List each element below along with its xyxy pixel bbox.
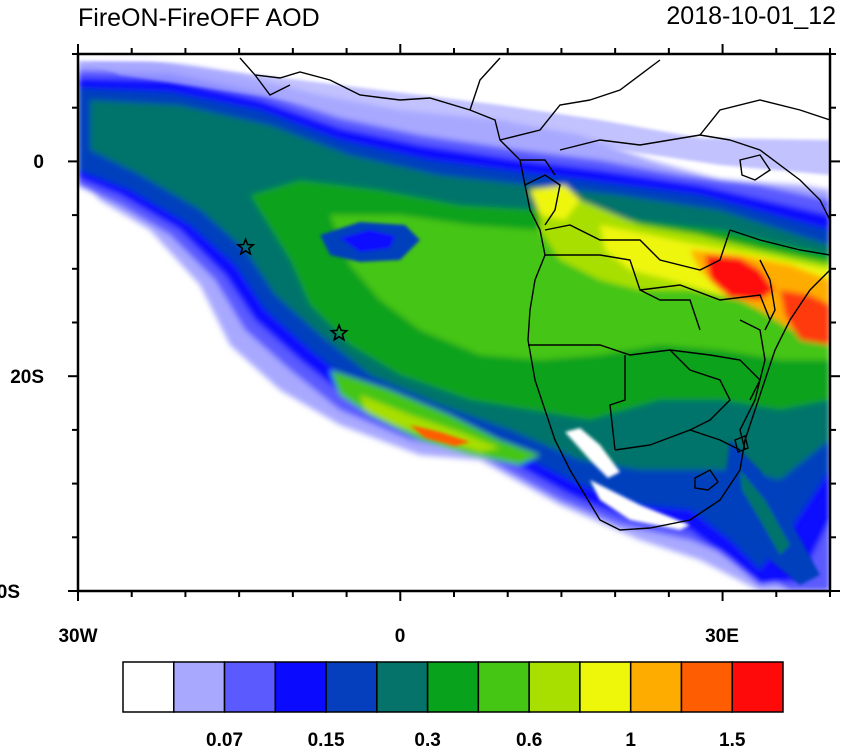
x-tick-label-30e: 30E bbox=[705, 626, 739, 647]
border-namibia bbox=[528, 344, 711, 356]
border-botswana bbox=[669, 349, 731, 431]
colorbar-box-2 bbox=[173, 661, 226, 713]
map-frame bbox=[68, 44, 840, 601]
y-tick-label-20s: 20S bbox=[10, 367, 44, 388]
country-borders bbox=[239, 57, 830, 531]
aod-north-clean-band bbox=[78, 56, 830, 130]
y-tick-label-40s: 40S bbox=[0, 582, 20, 603]
aod-southeast-plume-core bbox=[740, 470, 790, 555]
colorbar-box-9 bbox=[528, 661, 581, 713]
colorbar-box-11 bbox=[629, 661, 683, 713]
border-west-africa bbox=[254, 74, 291, 96]
aod-field bbox=[78, 56, 830, 591]
x-tick-label-30w: 30W bbox=[58, 626, 97, 647]
border-malawi bbox=[759, 259, 776, 331]
colorbar-box-10 bbox=[579, 661, 632, 713]
aod-southeast-plume bbox=[725, 440, 820, 585]
aod-north-haze bbox=[90, 62, 830, 175]
aod-clean-south-strip bbox=[590, 480, 690, 530]
y-tick-label-0: 0 bbox=[33, 152, 44, 173]
border-car-north bbox=[589, 59, 661, 101]
plot-title: FireON-FireOFF AOD bbox=[78, 4, 320, 32]
colorbar-box-13 bbox=[731, 661, 784, 713]
colorbar-box-4 bbox=[274, 661, 327, 713]
aod-contour-red-east bbox=[705, 255, 775, 300]
colorbar-box-3 bbox=[223, 661, 277, 713]
border-gabon bbox=[520, 159, 556, 176]
aod-clean-lake-streak bbox=[565, 428, 620, 478]
colorbar-label: 0.3 bbox=[414, 730, 440, 747]
colorbar-label: 0.07 bbox=[206, 730, 243, 747]
aod-contour-gulf-core bbox=[530, 185, 580, 220]
x-tick-label-0: 0 bbox=[395, 626, 406, 647]
star-marker-1 bbox=[235, 237, 256, 256]
border-swaziland bbox=[734, 435, 749, 453]
aod-southwest-clean bbox=[78, 290, 720, 591]
colorbar: 0.07 0.15 0.3 0.6 1 1.5 bbox=[122, 661, 784, 747]
x-axis-labels: 30W 0 30E bbox=[58, 626, 738, 647]
border-drc bbox=[544, 224, 731, 271]
border-drc-north bbox=[559, 134, 731, 151]
colorbar-label: 1.5 bbox=[719, 730, 746, 747]
africa-coastline bbox=[239, 57, 830, 531]
colorbar-label: 1 bbox=[625, 730, 636, 747]
border-cameroon bbox=[499, 99, 591, 141]
border-east-africa bbox=[729, 229, 830, 256]
aod-contour-southern-band bbox=[330, 370, 540, 465]
border-horn bbox=[699, 99, 830, 136]
colorbar-box-12 bbox=[680, 661, 733, 713]
colorbar-box-8 bbox=[477, 661, 530, 713]
colorbar-box-7 bbox=[426, 661, 480, 713]
border-mozambique bbox=[739, 319, 766, 451]
aod-clean-core bbox=[340, 230, 395, 252]
border-zambia bbox=[639, 284, 771, 321]
border-namibia-botswana bbox=[609, 355, 626, 451]
aod-contour-southern-band-core bbox=[360, 395, 500, 452]
border-congo bbox=[524, 174, 561, 226]
lake-victoria bbox=[739, 154, 771, 181]
border-south-africa bbox=[614, 429, 741, 451]
border-zimbabwe bbox=[709, 354, 761, 401]
timestamp-label: 2018-10-01_12 bbox=[666, 2, 836, 30]
colorbar-box-1 bbox=[122, 661, 175, 713]
colorbar-box-5 bbox=[325, 661, 378, 713]
colorbar-label: 0.15 bbox=[308, 730, 345, 747]
colorbar-box-6 bbox=[376, 661, 429, 713]
aod-south-streak-red bbox=[410, 425, 470, 446]
aod-contour-red-coast bbox=[780, 290, 830, 345]
star-marker-2 bbox=[329, 323, 349, 342]
border-tanzania bbox=[729, 139, 830, 221]
site-markers bbox=[235, 237, 349, 342]
border-nigeria bbox=[469, 57, 501, 111]
colorbar-label: 0.6 bbox=[516, 730, 542, 747]
y-axis-labels: 0 20S 40S bbox=[0, 152, 44, 603]
border-lesotho bbox=[694, 469, 719, 491]
